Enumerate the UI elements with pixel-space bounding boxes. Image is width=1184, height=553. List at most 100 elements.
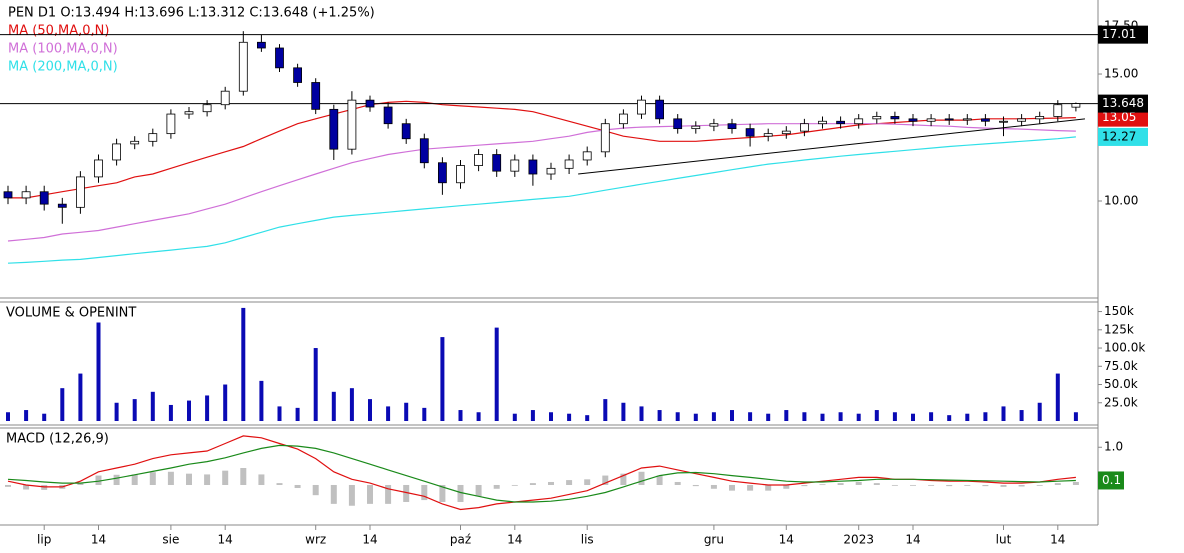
volume-bar [874,410,879,421]
macd-histogram-bar [511,484,518,486]
macd-histogram-bar [566,480,573,485]
volume-bar [114,402,119,421]
price-label-box [1098,127,1148,146]
candle-body [1017,118,1026,122]
x-tick-label: 14 [905,533,920,547]
candle-body [365,99,375,108]
value-label: 0.1 [1102,473,1121,487]
macd-histogram-bar [222,470,229,485]
volume-bar [567,413,572,421]
macd-histogram-bar [77,483,84,485]
volume-bar [277,406,282,421]
macd-histogram-bar [131,474,138,485]
macd-histogram-bar [1054,483,1061,485]
volume-bar [1055,373,1060,421]
volume-bar [313,348,318,421]
volume-bar [259,380,264,421]
candle-body [800,123,809,132]
macd-histogram-bar [475,484,482,497]
candle-body [673,118,683,130]
macd-histogram-bar [729,484,735,491]
candle-body [329,108,339,150]
candle-body [926,118,936,122]
macd-histogram-bar [294,484,301,489]
candle-body [962,118,972,121]
volume-bar [693,413,698,421]
candle-body [528,159,538,175]
volume-bar [549,412,553,421]
candle-body [275,47,284,69]
macd-histogram-bar [855,481,862,485]
y-tick-label: 50.0k [1104,377,1138,391]
candle-body [347,99,357,150]
x-tick-label: 14 [218,533,233,547]
macd-histogram-bar [439,484,446,502]
candle-body [981,118,990,122]
candle-body [1053,104,1063,117]
volume-bar [494,327,499,421]
volume-bar [838,412,843,421]
volume-bar [802,412,807,421]
volume-bar [60,388,65,421]
volume-bar [730,410,734,421]
candle-body [401,123,411,140]
volume-bar [585,415,590,421]
macd-histogram-bar [910,484,916,486]
y-tick-label: 75.0k [1104,359,1138,373]
volume-bar [422,407,427,421]
volume-bar [331,391,336,421]
volume-bar [530,410,535,421]
pane-title: MACD (12,26,9) [6,432,109,447]
candle-body [456,165,465,184]
macd-histogram-bar [928,484,935,486]
candle-body [818,120,827,125]
x-tick-label: sie [162,533,179,547]
candle-body [781,130,791,135]
volume-bar [947,415,952,421]
candle-body [57,203,67,208]
value-label-box [1098,471,1124,490]
candle-body [220,90,230,106]
candle-body [202,104,212,113]
macd-histogram-bar [692,484,699,487]
macd-histogram-bar [710,484,717,489]
macd-histogram-bar [873,483,880,485]
x-tick-label: paź [450,533,471,547]
y-tick-label: 125k [1104,322,1134,336]
macd-histogram-bar [602,475,609,485]
volume-bar [766,413,771,421]
volume-bar [96,322,101,421]
x-tick-label: 14 [91,533,106,547]
macd-histogram-bar [330,484,337,504]
volume-bar [368,399,372,421]
volume-bar [132,399,137,421]
price-label: 12.27 [1102,129,1136,143]
macd-histogram-bar [529,483,536,485]
macd-histogram-bar [385,484,392,504]
macd-histogram-bar [258,474,265,485]
x-tick-label: 2023 [843,533,874,547]
candle-body [437,162,447,184]
price-label: 17.01 [1102,27,1136,41]
volume-bar [223,384,228,421]
macd-histogram-bar [312,484,319,496]
volume-bar [675,412,680,421]
x-tick-label: 14 [1050,533,1065,547]
price-label: 13.05 [1102,110,1136,124]
candle-body [94,159,103,178]
x-tick-label: 14 [507,533,522,547]
pane-title: VOLUME & OPENINT [6,306,136,321]
candle-body [854,118,864,125]
candle-body [637,99,646,115]
macd-histogram-bar [204,474,211,485]
volume-bar [929,412,934,421]
macd-histogram-bar [964,484,971,486]
candle-body [655,99,664,120]
candle-body [311,82,321,110]
volume-bar [404,402,409,421]
volume-bar [349,388,354,421]
macd-histogram-bar [674,481,681,485]
macd-histogram-bar [801,484,808,487]
macd-histogram-bar [367,484,373,504]
volume-bar [1037,402,1042,421]
